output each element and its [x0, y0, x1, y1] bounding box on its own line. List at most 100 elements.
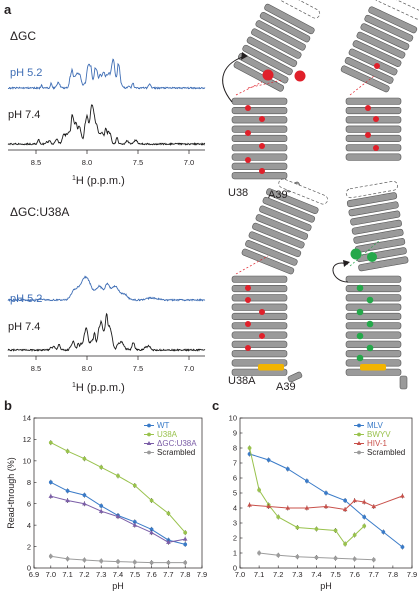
label-a39-top: A39: [268, 189, 288, 201]
data-point: [48, 554, 53, 559]
series-line-HIV-1: [249, 495, 403, 511]
data-point: [342, 507, 348, 512]
helix-stack: [233, 3, 315, 92]
protonation-site: [259, 168, 265, 174]
legend-marker: [147, 450, 151, 455]
base-pair-bar: [345, 312, 402, 321]
data-point: [183, 542, 188, 547]
data-point: [82, 456, 87, 461]
data-point: [98, 508, 104, 513]
legend-label: WT: [157, 421, 170, 430]
base-pair-bar: [345, 303, 402, 311]
data-point: [149, 527, 154, 532]
data-point: [257, 488, 262, 492]
data-point: [323, 504, 329, 509]
base-pair-bar: [252, 222, 305, 249]
x-axis-label: pH: [320, 581, 332, 591]
y-tick-label: 10: [23, 457, 31, 466]
y-tick-label: 2: [233, 534, 237, 543]
spectrum-bottom-ticks: 8.5 8.0 7.5 7.0: [31, 356, 194, 373]
data-point: [266, 504, 271, 509]
base-pair-bar: [245, 240, 298, 266]
base-pair-bar: [231, 275, 288, 283]
protonation-site: [245, 130, 251, 136]
y-tick-label: 4: [27, 521, 31, 530]
interaction-line: [349, 75, 375, 96]
loop-outline: [278, 178, 328, 205]
u38a-highlight: [258, 364, 284, 371]
x-tick-label: 7.8: [388, 570, 398, 579]
data-point: [352, 557, 357, 561]
base-pair-bar: [255, 214, 309, 240]
arrow-head: [343, 260, 350, 267]
base-pair-bar: [345, 134, 402, 142]
x-tick-label: 7.4: [113, 570, 123, 579]
protonation-site-green: [356, 354, 364, 362]
base-pair-bar: [348, 48, 398, 76]
protonation-site: [365, 132, 371, 138]
protonation-site-green: [366, 296, 374, 304]
data-point: [65, 556, 70, 561]
legend-marker: [146, 441, 152, 445]
base-pair-bar: [262, 196, 316, 223]
y-tick-label: 14: [23, 414, 31, 423]
data-point: [149, 530, 154, 535]
arrow: [332, 262, 349, 283]
loop-outline: [373, 0, 419, 20]
base-pair-bar: [231, 153, 288, 161]
legend-label: Scrambled: [157, 448, 195, 457]
data-point: [183, 530, 188, 535]
a39-bar: [287, 371, 303, 383]
spectrum-bottom-tick-label: 8.0: [82, 364, 92, 373]
data-point: [295, 554, 300, 559]
base-pair-bar: [340, 65, 390, 93]
label-a39-bottom: A39: [276, 381, 296, 393]
spectrum-top-xlabel: 1H (p.p.m.): [72, 175, 125, 187]
base-pair-bar: [241, 248, 295, 275]
x-tick-label: 7.6: [146, 570, 156, 579]
data-point: [257, 551, 262, 555]
data-point: [65, 488, 70, 493]
protonation-site: [245, 345, 251, 351]
spectrum-top-tick-label: 8.5: [31, 158, 41, 167]
interaction-line: [349, 239, 381, 267]
helix-stack: [241, 188, 319, 275]
legend-label: Scrambled: [367, 448, 405, 457]
panel-a-letter: a: [4, 2, 12, 17]
series-line-ΔGC:U38A: [50, 495, 186, 543]
hairpin-loop: [278, 178, 328, 205]
data-point: [182, 536, 188, 541]
data-point: [149, 560, 154, 565]
data-point: [65, 498, 70, 503]
legend-marker: [357, 423, 361, 428]
spectrum-bottom-tick-label: 7.5: [133, 364, 143, 373]
protonation-site: [262, 69, 274, 81]
x-tick-label: 7.2: [273, 570, 283, 579]
protonation-site: [259, 116, 265, 122]
protonation-site-green: [356, 332, 364, 340]
series-line-MLV: [249, 453, 403, 548]
spectrum-top-black-label: pH 7.4: [8, 109, 40, 121]
data-point: [285, 467, 290, 471]
chart-b: 6.9 7.0 7.1 7.2 7.3 7.4 7.5 7.6 7.7 7.8 7.9 0 2 4 6 8 10…: [6, 414, 207, 591]
data-point: [304, 479, 309, 483]
spectrum-bottom-xlabel-sup: 1: [72, 382, 76, 389]
data-point: [48, 440, 53, 445]
base-pair-bar: [231, 134, 288, 142]
base-pair-bar: [266, 188, 319, 215]
protonation-site: [259, 143, 265, 149]
data-point: [82, 501, 87, 506]
loop-outline: [272, 0, 321, 19]
protonation-site: [374, 63, 380, 69]
spectrum-bottom: ΔGC:U38A pH 5.2 pH 7.4 8.5 8.0 7.5 7.0 1…: [7, 205, 206, 394]
protonation-site: [245, 157, 251, 163]
x-tick-label: 7.1: [254, 570, 264, 579]
base-pair-bar: [350, 210, 401, 226]
protonation-site-green: [356, 308, 364, 316]
base-pair-bar: [233, 61, 285, 92]
base-pair-bar: [248, 231, 302, 258]
base-pair-bar: [345, 350, 402, 358]
protonation-site-green: [367, 252, 377, 262]
panel-b-letter: b: [4, 398, 12, 413]
